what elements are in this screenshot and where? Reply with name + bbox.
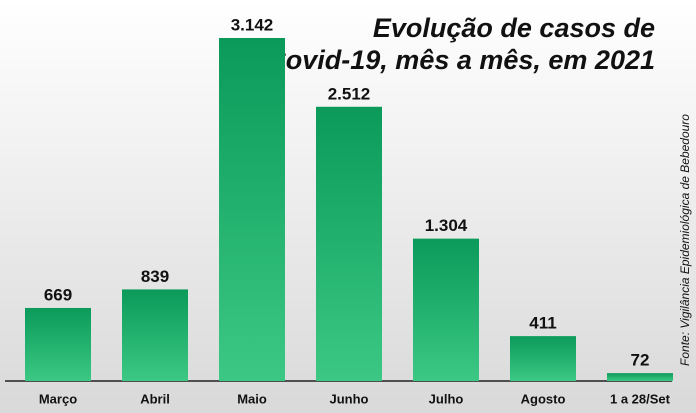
x-tick-label: Julho <box>429 391 464 406</box>
bar <box>413 238 479 381</box>
chart-title: Covid-19, mês a mês, em 2021 <box>266 45 655 75</box>
x-tick-label: 1 a 28/Set <box>610 391 671 406</box>
value-label: 669 <box>44 285 72 304</box>
bar <box>607 373 673 381</box>
x-tick-label: Junho <box>330 391 369 406</box>
value-label: 411 <box>529 314 556 333</box>
x-tick-label: Abril <box>140 391 170 406</box>
source-note: Fonte: Vigilância Epidemiológica de Bebe… <box>678 114 692 366</box>
x-tick-label: Agosto <box>521 391 566 406</box>
value-label: 3.142 <box>231 15 274 34</box>
bar <box>122 289 188 381</box>
value-label: 1.304 <box>425 216 468 235</box>
bar <box>219 38 285 381</box>
chart-title: Evolução de casos de <box>373 13 655 43</box>
value-label: 839 <box>141 267 169 286</box>
x-tick-label: Março <box>39 391 77 406</box>
bar <box>25 307 91 381</box>
value-label: 2.512 <box>328 84 371 103</box>
x-tick-label: Maio <box>237 391 267 406</box>
value-label: 72 <box>631 351 650 370</box>
bar <box>316 106 382 382</box>
bar <box>510 336 576 381</box>
